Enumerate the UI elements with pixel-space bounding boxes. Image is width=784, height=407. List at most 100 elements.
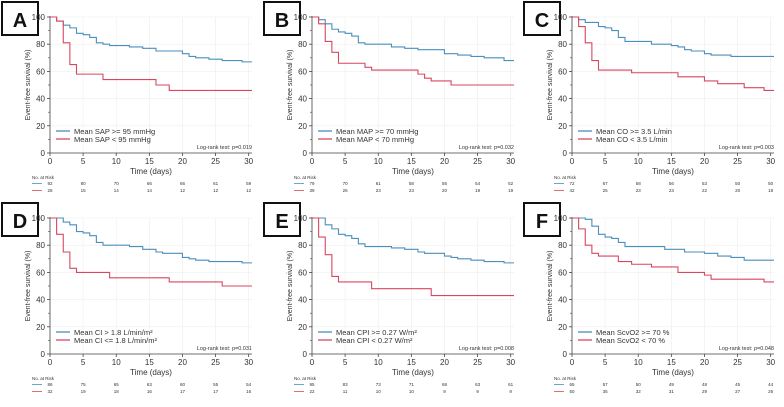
- y-axis-label: Event-free survival (%): [25, 251, 32, 322]
- x-tick-label: 30: [506, 358, 515, 367]
- x-tick-label: 30: [244, 358, 253, 367]
- risk-count: 16: [147, 389, 153, 394]
- km-chart: B 0 20 40 60 80 100 0 5 10 15 20 25 30 Time (days) Even…: [263, 1, 516, 193]
- km-chart: A 0 20 40 60 80 100 0 5 10 15 20 25 30 Time (days) Even…: [1, 1, 254, 193]
- km-panel-c: C 0 20 40 60 80 100 0 5 10 15 20 25 30 Time (days) Even…: [522, 0, 784, 201]
- y-tick-label: 20: [298, 122, 307, 131]
- x-tick-label: 20: [440, 358, 449, 367]
- risk-count: 17: [213, 389, 219, 394]
- y-tick-label: 20: [298, 323, 307, 332]
- x-tick-label: 10: [112, 157, 121, 166]
- x-tick-label: 25: [473, 157, 482, 166]
- logrank-test-label: Log-rank test: p=0.031: [197, 346, 252, 352]
- risk-count: 70: [343, 181, 349, 186]
- legend-entry: Mean CO >= 3.5 L/min: [596, 127, 672, 136]
- y-tick-label: 0: [41, 149, 46, 158]
- x-tick-label: 25: [211, 157, 220, 166]
- x-tick-label: 0: [310, 157, 315, 166]
- y-tick-label: 0: [41, 350, 46, 359]
- panel-label-box: [523, 202, 561, 237]
- x-tick-label: 25: [733, 358, 742, 367]
- y-axis-label: Event-free survival (%): [25, 50, 32, 121]
- x-tick-label: 10: [112, 358, 121, 367]
- legend-entry: Mean CPI >= 0.27 W/m²: [336, 328, 417, 337]
- x-tick-label: 5: [81, 157, 86, 166]
- x-tick-label: 30: [766, 358, 775, 367]
- y-tick-label: 0: [563, 149, 568, 158]
- risk-count: 20: [442, 188, 448, 193]
- risk-count: 75: [81, 382, 87, 387]
- survival-curve-low: [50, 217, 252, 287]
- risk-count: 52: [508, 181, 514, 186]
- legend-entry: Mean MAP >= 70 mmHg: [336, 127, 418, 136]
- y-tick-label: 100: [32, 13, 46, 22]
- y-tick-label: 100: [554, 214, 568, 223]
- x-tick-label: 0: [570, 358, 575, 367]
- y-tick-label: 20: [36, 323, 45, 332]
- risk-count: 10: [376, 389, 382, 394]
- risk-count: 50: [569, 389, 575, 394]
- risk-count: 29: [702, 389, 708, 394]
- y-tick-label: 100: [294, 13, 308, 22]
- risk-count: 67: [603, 181, 609, 186]
- risk-count: 35: [603, 389, 609, 394]
- y-tick-label: 20: [558, 122, 567, 131]
- x-tick-label: 25: [211, 358, 220, 367]
- risk-table-title: No. at Risk: [554, 175, 577, 180]
- risk-count: 22: [309, 389, 315, 394]
- risk-count: 44: [768, 382, 774, 387]
- y-tick-label: 100: [32, 214, 46, 223]
- survival-curve-high: [312, 16, 514, 62]
- risk-count: 70: [114, 181, 120, 186]
- risk-count: 23: [409, 188, 415, 193]
- risk-count: 71: [409, 382, 415, 387]
- risk-table-title: No. at Risk: [294, 376, 317, 381]
- panel-label-box: [1, 202, 39, 237]
- risk-count: 50: [768, 181, 774, 186]
- risk-table-title: No. at Risk: [554, 376, 577, 381]
- x-tick-label: 5: [603, 157, 608, 166]
- x-axis-label: Time (days): [652, 167, 694, 176]
- x-tick-label: 20: [178, 157, 187, 166]
- risk-count: 31: [669, 389, 675, 394]
- risk-count: 54: [246, 382, 252, 387]
- survival-curve-high: [50, 217, 252, 264]
- risk-count: 65: [114, 382, 120, 387]
- risk-count: 56: [442, 181, 448, 186]
- y-tick-label: 100: [294, 214, 308, 223]
- x-tick-label: 10: [374, 358, 383, 367]
- y-tick-label: 60: [298, 67, 307, 76]
- km-chart: D 0 20 40 60 80 100 0 5 10 15 20 25 30 Time (days) Even…: [1, 202, 254, 394]
- panel-label-box: [263, 202, 301, 237]
- risk-count: 12: [246, 188, 252, 193]
- risk-count: 17: [180, 389, 186, 394]
- logrank-test-label: Log-rank test: p=0.048: [719, 346, 774, 352]
- risk-count: 61: [213, 181, 219, 186]
- risk-count: 50: [735, 181, 741, 186]
- legend-entry: Mean ScvO2 < 70 %: [596, 336, 665, 345]
- risk-count: 14: [147, 188, 153, 193]
- survival-curve-high: [50, 16, 252, 63]
- y-axis-label: Event-free survival (%): [287, 251, 294, 322]
- risk-count: 42: [569, 188, 575, 193]
- risk-count: 57: [603, 382, 609, 387]
- logrank-test-label: Log-rank test: p=0.008: [459, 346, 514, 352]
- risk-count: 48: [702, 382, 708, 387]
- legend-entry: Mean CPI < 0.27 W/m²: [336, 336, 413, 345]
- survival-curve-low: [312, 16, 514, 86]
- y-tick-label: 80: [298, 40, 307, 49]
- x-tick-label: 0: [570, 157, 575, 166]
- risk-count: 9: [509, 389, 512, 394]
- risk-count: 61: [376, 181, 382, 186]
- y-tick-label: 40: [36, 95, 45, 104]
- panel-label: F: [536, 211, 548, 233]
- y-tick-label: 60: [558, 67, 567, 76]
- risk-table-title: No. at Risk: [32, 175, 55, 180]
- risk-count: 26: [47, 188, 53, 193]
- x-tick-label: 5: [81, 358, 86, 367]
- survival-curve-high: [312, 217, 514, 264]
- risk-count: 14: [114, 188, 120, 193]
- survival-curve-high: [572, 217, 774, 261]
- risk-count: 32: [47, 389, 53, 394]
- logrank-test-label: Log-rank test: p=0.032: [459, 145, 514, 151]
